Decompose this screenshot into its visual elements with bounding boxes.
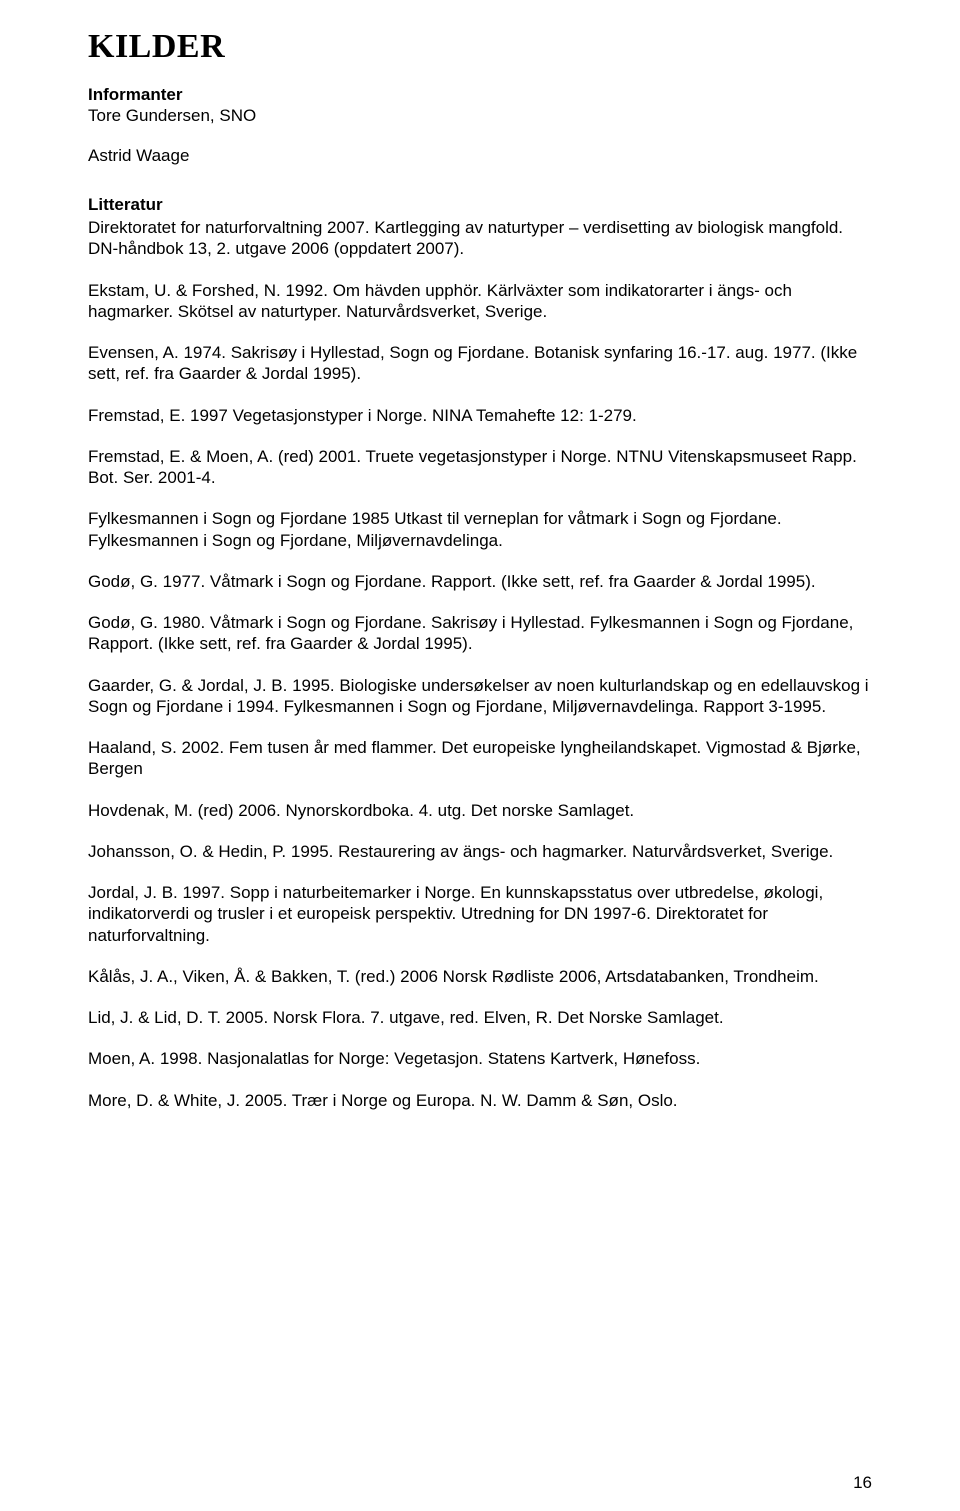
reference-entry: Kålås, J. A., Viken, Å. & Bakken, T. (re…: [88, 966, 872, 987]
reference-entry: Fremstad, E. 1997 Vegetasjonstyper i Nor…: [88, 405, 872, 426]
reference-entry: Ekstam, U. & Forshed, N. 1992. Om hävden…: [88, 280, 872, 323]
reference-entry: Moen, A. 1998. Nasjonalatlas for Norge: …: [88, 1048, 872, 1069]
literature-heading: Litteratur: [88, 194, 872, 215]
page: KILDER Informanter Tore Gundersen, SNO A…: [0, 0, 960, 1511]
page-title: KILDER: [88, 28, 872, 66]
reference-entry: Fylkesmannen i Sogn og Fjordane 1985 Utk…: [88, 508, 872, 551]
reference-entry: Godø, G. 1980. Våtmark i Sogn og Fjordan…: [88, 612, 872, 655]
informants-block: Informanter Tore Gundersen, SNO Astrid W…: [88, 84, 872, 166]
reference-entry: Haaland, S. 2002. Fem tusen år med flamm…: [88, 737, 872, 780]
reference-entry: Fremstad, E. & Moen, A. (red) 2001. True…: [88, 446, 872, 489]
reference-entry: Johansson, O. & Hedin, P. 1995. Restaure…: [88, 841, 872, 862]
page-number: 16: [853, 1473, 872, 1493]
reference-entry: Hovdenak, M. (red) 2006. Nynorskordboka.…: [88, 800, 872, 821]
reference-entry: Jordal, J. B. 1997. Sopp i naturbeitemar…: [88, 882, 872, 946]
informant-line: Tore Gundersen, SNO: [88, 105, 872, 126]
reference-entry: More, D. & White, J. 2005. Trær i Norge …: [88, 1090, 872, 1111]
informant-line: Astrid Waage: [88, 145, 872, 166]
informants-heading: Informanter: [88, 84, 872, 105]
reference-entry: Godø, G. 1977. Våtmark i Sogn og Fjordan…: [88, 571, 872, 592]
reference-entry: Direktoratet for naturforvaltning 2007. …: [88, 217, 872, 260]
reference-entry: Gaarder, G. & Jordal, J. B. 1995. Biolog…: [88, 675, 872, 718]
reference-entry: Evensen, A. 1974. Sakrisøy i Hyllestad, …: [88, 342, 872, 385]
reference-entry: Lid, J. & Lid, D. T. 2005. Norsk Flora. …: [88, 1007, 872, 1028]
